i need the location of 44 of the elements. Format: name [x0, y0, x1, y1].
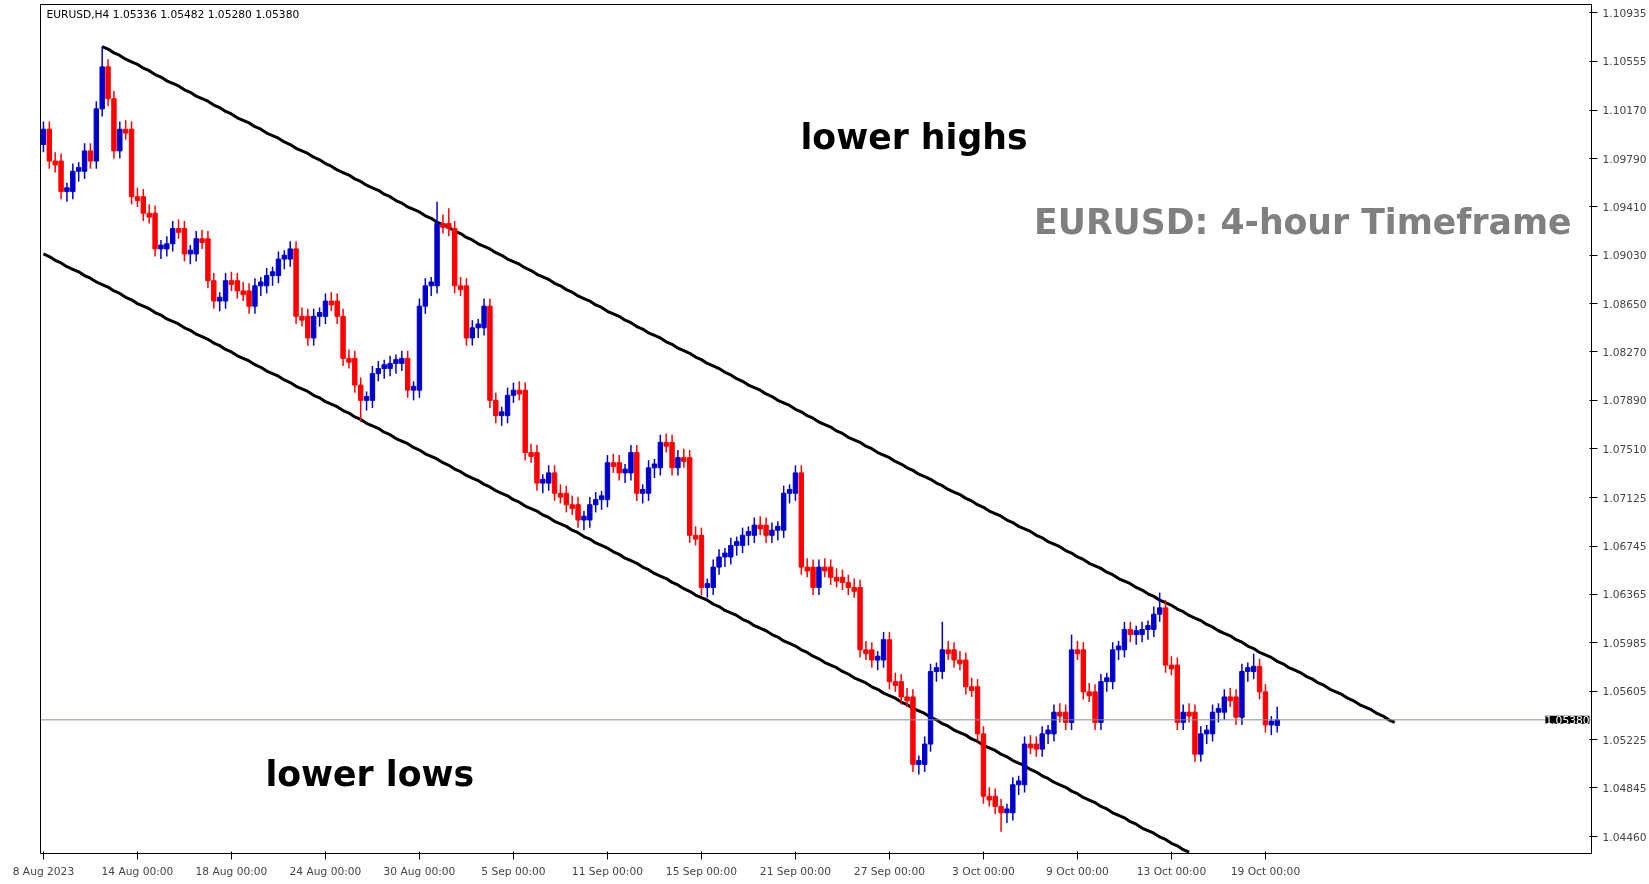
x-tick-label: 3 Oct 00:00: [952, 864, 1015, 878]
chart-subtitle: EURUSD,H4 1.05336 1.05482 1.05280 1.05380: [46, 7, 300, 21]
candlestick: [1127, 621, 1134, 643]
y-tick-label: 1.04460: [1602, 830, 1647, 844]
candlestick: [117, 120, 123, 160]
y-tick-label: 1.10170: [1602, 104, 1647, 118]
y-tick-label: 1.07890: [1602, 394, 1647, 408]
y-tick-label: 1.05605: [1602, 685, 1647, 699]
candlestick: [675, 449, 681, 477]
x-tick-label: 9 Oct 00:00: [1046, 864, 1109, 878]
y-tick-label: 1.10935: [1602, 6, 1647, 20]
y-tick-label: 1.04845: [1602, 781, 1647, 795]
x-tick-label: 15 Sep 00:00: [665, 864, 738, 878]
y-tick-label: 1.08650: [1602, 297, 1647, 311]
y-tick-label: 1.09410: [1602, 200, 1647, 214]
x-tick-label: 8 Aug 2023: [12, 864, 75, 878]
y-tick-label: 1.06365: [1602, 588, 1647, 602]
annotation: lower lows: [265, 754, 475, 795]
candlestick: [87, 142, 94, 170]
y-tick-label: 1.06745: [1602, 540, 1647, 554]
x-tick-label: 30 Aug 00:00: [383, 864, 456, 878]
y-tick-label: 1.05985: [1602, 636, 1647, 650]
x-tick-label: 27 Sep 00:00: [853, 864, 926, 878]
candlestick: [1180, 703, 1186, 731]
x-tick-label: 18 Aug 00:00: [195, 864, 268, 878]
y-tick-label: 1.10555: [1602, 55, 1647, 69]
x-tick-label: 19 Oct 00:00: [1230, 864, 1301, 878]
x-tick-label: 5 Sep 00:00: [481, 864, 546, 878]
candlestick: [40, 120, 47, 153]
y-tick-label: 1.07510: [1602, 442, 1647, 456]
text: EURUSD: 4-hour Timeframe: [1034, 202, 1572, 243]
candlestick: [816, 558, 822, 596]
x-tick-label: 11 Sep 00:00: [571, 864, 644, 878]
annotation: lower highs: [800, 117, 1028, 158]
x-tick-label: 13 Oct 00:00: [1136, 864, 1207, 878]
y-tick-label: 1.09030: [1602, 249, 1647, 263]
x-tick-label: 14 Aug 00:00: [101, 864, 174, 878]
ref-line-label: 1.05380: [1545, 713, 1590, 727]
x-tick-label: 24 Aug 00:00: [289, 864, 362, 878]
y-tick-label: 1.07125: [1602, 491, 1647, 505]
y-tick-label: 1.09790: [1602, 152, 1647, 166]
y-tick-label: 1.05225: [1602, 733, 1647, 747]
x-tick-label: 21 Sep 00:00: [759, 864, 832, 878]
y-tick-label: 1.08270: [1602, 345, 1647, 359]
